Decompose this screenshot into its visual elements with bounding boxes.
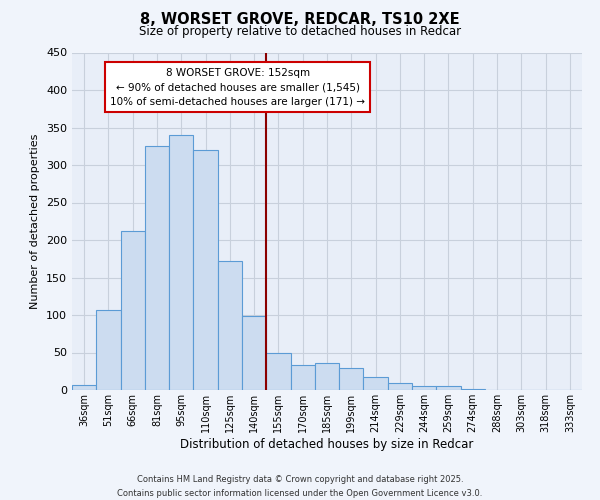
- Bar: [193, 150, 218, 390]
- Y-axis label: Number of detached properties: Number of detached properties: [31, 134, 40, 309]
- Bar: [315, 363, 339, 390]
- Text: 8 WORSET GROVE: 152sqm
← 90% of detached houses are smaller (1,545)
10% of semi-: 8 WORSET GROVE: 152sqm ← 90% of detached…: [110, 68, 365, 108]
- Bar: [266, 352, 290, 390]
- Bar: [436, 386, 461, 390]
- X-axis label: Distribution of detached houses by size in Redcar: Distribution of detached houses by size …: [181, 438, 473, 450]
- Bar: [388, 383, 412, 390]
- Text: 8, WORSET GROVE, REDCAR, TS10 2XE: 8, WORSET GROVE, REDCAR, TS10 2XE: [140, 12, 460, 28]
- Bar: [461, 389, 485, 390]
- Bar: [218, 261, 242, 390]
- Bar: [412, 386, 436, 390]
- Bar: [169, 135, 193, 390]
- Bar: [290, 365, 315, 390]
- Bar: [145, 146, 169, 390]
- Bar: [121, 231, 145, 390]
- Text: Size of property relative to detached houses in Redcar: Size of property relative to detached ho…: [139, 25, 461, 38]
- Bar: [339, 368, 364, 390]
- Bar: [364, 376, 388, 390]
- Bar: [72, 385, 96, 390]
- Bar: [96, 310, 121, 390]
- Bar: [242, 316, 266, 390]
- Text: Contains HM Land Registry data © Crown copyright and database right 2025.
Contai: Contains HM Land Registry data © Crown c…: [118, 476, 482, 498]
